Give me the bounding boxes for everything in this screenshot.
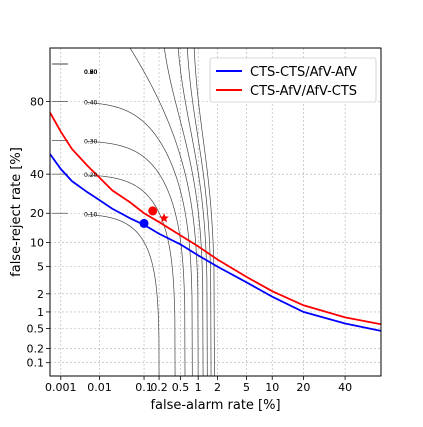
x-tick-label: 5 <box>243 381 250 394</box>
marker-layer: 0.10 0.20 0.30 0.40 0.500.600.700.800.90 <box>84 69 169 228</box>
iso-cost-label: 0.10 <box>84 211 98 218</box>
series-line-0 <box>50 153 381 332</box>
iso-cost-curve <box>129 48 199 376</box>
x-tick-label: 1 <box>195 381 202 394</box>
y-tick-label: 0.1 <box>27 357 45 370</box>
x-axis-label: false-alarm rate [%] <box>150 398 280 413</box>
y-tick-label: 10 <box>30 236 44 249</box>
iso-cost-label: 0.30 <box>84 138 98 145</box>
y-tick-label: 0.2 <box>27 343 45 356</box>
series-layer <box>50 112 381 332</box>
iso-cost-curve <box>163 48 204 376</box>
x-tick-label: 0.001 <box>45 381 77 394</box>
x-tick-label: 10 <box>265 381 279 394</box>
x-tick-label: 0.01 <box>87 381 112 394</box>
x-tick-label: 0.1 <box>135 381 153 394</box>
y-tick-label: 20 <box>30 207 44 220</box>
iso-cost-curve <box>87 102 193 376</box>
legend-box <box>209 57 377 103</box>
legend-label-cts-cts: CTS-CTS/AfV-AfV <box>250 65 357 80</box>
iso-cost-label: 0.40 <box>84 100 98 107</box>
y-tick-label: 5 <box>37 261 44 274</box>
y-axis-label: false-reject rate [%] <box>9 147 24 277</box>
iso-cost-label: 0.90 <box>84 69 98 76</box>
iso-cost-label: 0.70 <box>84 69 98 76</box>
iso-cost-curve <box>186 48 212 376</box>
tick-layer: 0.001 0.01 0.10.2 0.5 1 2 5 10 20 400.10.20.51251… <box>27 95 353 394</box>
iso-cost-label: 0.60 <box>84 69 98 76</box>
x-tick-label: 40 <box>338 381 352 394</box>
iso-cost-curve <box>87 140 186 376</box>
series-star-marker-1 <box>159 213 169 223</box>
x-tick-label: 0.2 <box>150 381 168 394</box>
iso-cost-curve <box>87 174 176 376</box>
iso-cost-layer <box>52 48 215 376</box>
iso-cost-curve <box>193 48 215 376</box>
series-marker-0 <box>139 218 149 228</box>
x-tick-label: 20 <box>296 381 310 394</box>
iso-cost-label: 0.20 <box>84 172 98 179</box>
x-tick-label: 0.5 <box>172 381 190 394</box>
plot-frame <box>49 47 382 377</box>
series-line-1 <box>50 112 381 326</box>
y-tick-label: 1 <box>37 306 44 319</box>
legend-label-cts-afv: CTS-AfV/AfV-CTS <box>250 84 357 99</box>
iso-cost-curve <box>177 48 208 376</box>
iso-cost-label: 0.50 <box>84 69 98 76</box>
x-tick-label: 2 <box>214 381 221 394</box>
series-marker-1 <box>148 206 158 216</box>
y-tick-label: 0.5 <box>27 323 45 336</box>
iso-cost-label: 0.80 <box>84 69 98 76</box>
y-tick-label: 80 <box>30 95 44 108</box>
y-tick-label: 2 <box>37 288 44 301</box>
iso-cost-curve <box>87 214 160 376</box>
y-tick-label: 40 <box>30 168 44 181</box>
legend: CTS-CTS/AfV-AfV CTS-AfV/AfV-CTS <box>209 57 377 103</box>
